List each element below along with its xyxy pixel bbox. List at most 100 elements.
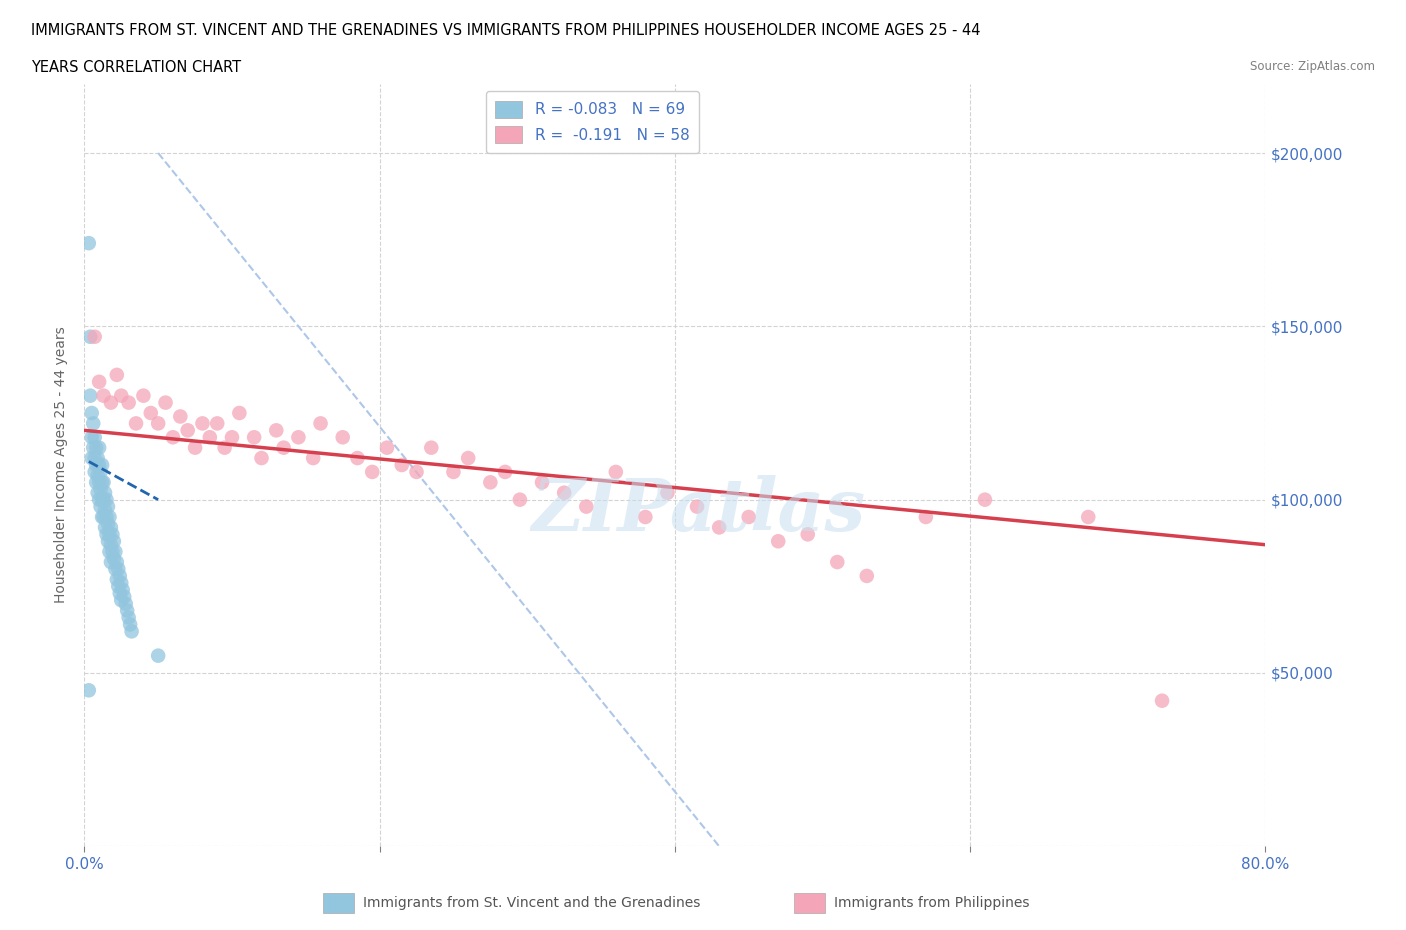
Point [100, 395, 122, 410]
Point [91, 458, 114, 472]
Point [96, 527, 118, 542]
Point [121, 624, 143, 639]
Text: ZIPatlas: ZIPatlas [531, 475, 866, 546]
Point [139, 405, 162, 420]
Text: IMMIGRANTS FROM ST. VINCENT AND THE GRENADINES VS IMMIGRANTS FROM PHILIPPINES HO: IMMIGRANTS FROM ST. VINCENT AND THE GREN… [31, 23, 980, 38]
Point [184, 440, 207, 455]
Point [605, 464, 627, 479]
Point [115, 604, 138, 618]
Point [105, 554, 128, 569]
Point [214, 440, 236, 455]
Point [103, 551, 125, 566]
Point [89, 458, 111, 472]
Point [94, 502, 117, 517]
Point [100, 520, 122, 535]
Point [107, 578, 129, 593]
Point [1150, 693, 1173, 708]
Point [575, 499, 598, 514]
Point [91, 510, 114, 525]
Point [89, 492, 111, 507]
Point [77, 235, 100, 250]
Point [973, 492, 995, 507]
Point [98, 510, 121, 525]
Text: Immigrants from Philippines: Immigrants from Philippines [834, 896, 1029, 910]
Point [104, 562, 127, 577]
Point [110, 576, 132, 591]
Point [94, 485, 117, 500]
Point [80, 405, 103, 420]
Point [79, 388, 101, 403]
Point [80, 451, 103, 466]
Point [110, 388, 132, 403]
Point [101, 544, 124, 559]
Point [148, 648, 170, 663]
Point [104, 544, 127, 559]
Point [101, 527, 124, 542]
Point [84, 458, 107, 472]
Point [83, 430, 105, 445]
Point [361, 464, 384, 479]
Point [103, 534, 125, 549]
Point [89, 440, 111, 455]
Point [148, 416, 170, 431]
Point [84, 475, 107, 490]
Point [96, 492, 118, 507]
Point [264, 423, 288, 438]
Point [198, 430, 221, 445]
Point [855, 568, 877, 583]
Point [118, 395, 141, 410]
Point [93, 475, 115, 490]
Point [420, 440, 443, 455]
Point [479, 475, 502, 490]
Point [155, 395, 177, 410]
Point [111, 582, 134, 597]
Point [80, 430, 103, 445]
Point [768, 534, 790, 549]
Point [177, 423, 200, 438]
Point [346, 451, 368, 466]
Point [83, 464, 105, 479]
Point [494, 464, 516, 479]
Point [83, 329, 105, 344]
Point [441, 464, 464, 479]
Y-axis label: Householder Income Ages 25 - 44 years: Householder Income Ages 25 - 44 years [55, 326, 69, 604]
Point [91, 492, 114, 507]
Point [97, 516, 120, 531]
Point [302, 451, 325, 466]
Point [93, 510, 115, 525]
Point [82, 416, 104, 431]
Point [118, 610, 141, 625]
Point [686, 499, 709, 514]
Point [827, 554, 849, 569]
Point [97, 499, 120, 514]
Point [162, 430, 184, 445]
Point [509, 492, 531, 507]
Point [914, 510, 936, 525]
Point [110, 592, 132, 607]
Point [86, 451, 108, 466]
Point [457, 451, 479, 466]
Point [89, 375, 111, 390]
Point [107, 562, 129, 577]
Point [332, 430, 354, 445]
Point [657, 485, 679, 500]
Point [250, 451, 273, 466]
Point [90, 499, 112, 514]
Point [89, 475, 111, 490]
Point [108, 568, 131, 583]
Point [98, 527, 121, 542]
Point [84, 440, 107, 455]
Point [205, 416, 228, 431]
Point [82, 440, 104, 455]
Point [97, 534, 120, 549]
Point [405, 464, 427, 479]
Point [132, 388, 155, 403]
Point [634, 510, 657, 525]
Text: Immigrants from St. Vincent and the Grenadines: Immigrants from St. Vincent and the Gren… [363, 896, 700, 910]
Point [105, 572, 128, 587]
Point [86, 468, 108, 483]
Point [191, 416, 214, 431]
Point [738, 510, 761, 525]
Point [98, 544, 121, 559]
Point [96, 510, 118, 525]
